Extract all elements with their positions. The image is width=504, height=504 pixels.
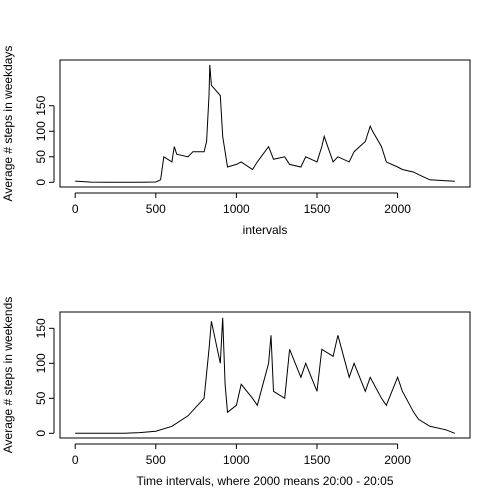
data-line [75, 317, 455, 434]
y-tick-label: 0 [34, 430, 48, 437]
x-tick-label: 1500 [304, 453, 331, 467]
x-tick-label: 1500 [304, 202, 331, 216]
y-tick-label: 150 [34, 318, 48, 338]
y-tick-label: 0 [34, 179, 48, 186]
plot-box [59, 59, 471, 188]
x-tick-label: 0 [72, 202, 79, 216]
plot-box [59, 311, 471, 439]
data-line [75, 64, 455, 183]
y-tick-label: 50 [34, 391, 48, 405]
x-axis-label: Time intervals, where 2000 means 20:00 -… [136, 474, 393, 488]
y-tick-label: 150 [34, 95, 48, 115]
y-axis-label: Average # steps in weekdays [1, 46, 15, 202]
y-tick-label: 50 [34, 150, 48, 164]
x-tick-label: 2000 [384, 453, 411, 467]
x-tick-label: 500 [146, 202, 166, 216]
y-tick-label: 100 [34, 121, 48, 141]
x-tick-label: 500 [146, 453, 166, 467]
x-axis-label: intervals [243, 223, 288, 237]
x-tick-label: 0 [72, 453, 79, 467]
x-tick-label: 1000 [223, 202, 250, 216]
y-tick-label: 100 [34, 353, 48, 373]
x-tick-label: 1000 [223, 453, 250, 467]
x-tick-label: 2000 [384, 202, 411, 216]
y-axis-label: Average # steps in weekends [1, 297, 15, 454]
